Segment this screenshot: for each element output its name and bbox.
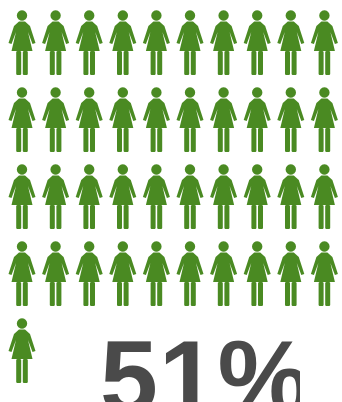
female-figure-icon — [176, 164, 204, 229]
female-figure-icon — [109, 87, 137, 152]
female-figure-icon — [142, 87, 170, 152]
female-figure-icon — [310, 87, 338, 152]
female-figure-icon — [142, 10, 170, 75]
female-figure-icon — [109, 164, 137, 229]
female-figure-icon — [243, 241, 271, 306]
female-figure-icon — [176, 87, 204, 152]
female-figure-icon — [42, 10, 70, 75]
female-figure-icon — [75, 10, 103, 75]
female-figure-icon — [8, 87, 36, 152]
female-figure-icon — [8, 10, 36, 75]
female-figure-icon — [243, 87, 271, 152]
female-figure-icon — [310, 164, 338, 229]
female-figure-icon — [176, 10, 204, 75]
female-figure-icon — [42, 241, 70, 306]
female-figure-icon — [277, 164, 305, 229]
percentage-label: 51% — [100, 326, 300, 402]
female-figure-icon — [8, 164, 36, 229]
female-figure-icon — [243, 164, 271, 229]
female-figure-icon — [75, 241, 103, 306]
female-figure-icon — [210, 241, 238, 306]
female-figure-icon — [142, 164, 170, 229]
female-figure-icon — [75, 87, 103, 152]
female-figure-icon — [310, 10, 338, 75]
female-figure-icon — [310, 241, 338, 306]
female-figure-icon — [277, 241, 305, 306]
female-figure-icon — [277, 10, 305, 75]
female-figure-icon — [109, 10, 137, 75]
female-figure-icon — [210, 164, 238, 229]
female-figure-icon — [8, 241, 36, 306]
female-figure-icon — [8, 318, 36, 383]
female-figure-icon — [277, 87, 305, 152]
female-figure-icon — [243, 10, 271, 75]
female-figure-icon — [176, 241, 204, 306]
female-figure-icon — [75, 164, 103, 229]
female-figure-icon — [42, 164, 70, 229]
female-figure-icon — [142, 241, 170, 306]
female-figure-icon — [42, 87, 70, 152]
female-figure-icon — [109, 241, 137, 306]
female-figure-icon — [210, 10, 238, 75]
female-figure-icon — [210, 87, 238, 152]
